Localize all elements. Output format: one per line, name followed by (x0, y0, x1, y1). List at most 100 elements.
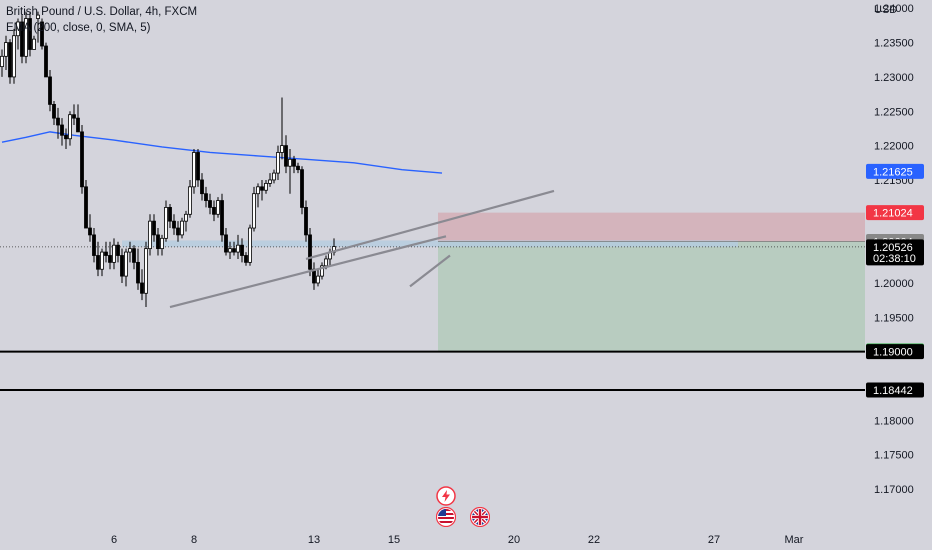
candle[interactable] (192, 149, 196, 194)
candle[interactable] (216, 197, 220, 218)
candle[interactable] (256, 183, 260, 208)
candle[interactable] (56, 107, 60, 139)
candle[interactable] (8, 39, 12, 84)
ema-line[interactable] (1, 131, 443, 174)
price-axis-unit[interactable]: USD (874, 4, 898, 16)
price-badge[interactable] (866, 344, 924, 360)
candle[interactable] (224, 228, 228, 256)
candle[interactable] (12, 28, 16, 84)
candle[interactable] (160, 234, 164, 256)
candle[interactable] (64, 128, 68, 150)
candle[interactable] (212, 200, 216, 222)
candle[interactable] (200, 173, 204, 201)
candle[interactable] (304, 200, 308, 242)
candle[interactable] (228, 241, 232, 259)
candle[interactable] (176, 221, 180, 242)
candle[interactable] (136, 248, 140, 290)
candle[interactable] (316, 269, 320, 287)
candle[interactable] (196, 149, 200, 187)
candle[interactable] (108, 241, 112, 270)
trendline-1[interactable] (305, 189, 555, 261)
candle[interactable] (308, 228, 312, 277)
price-axis[interactable] (866, 0, 932, 550)
candle[interactable] (20, 15, 24, 64)
candle[interactable] (292, 155, 296, 174)
candle[interactable] (184, 210, 188, 232)
candle[interactable] (120, 248, 124, 283)
candle[interactable] (156, 228, 160, 256)
candle[interactable] (76, 104, 80, 133)
candle[interactable] (112, 238, 116, 270)
candle[interactable] (180, 217, 184, 239)
candle[interactable] (236, 234, 240, 259)
candle[interactable] (288, 149, 292, 194)
candle[interactable] (28, 11, 32, 57)
candle[interactable] (240, 238, 244, 263)
candle[interactable] (188, 179, 192, 218)
candle[interactable] (140, 269, 144, 301)
candle[interactable] (280, 97, 284, 160)
stop-loss-zone[interactable] (438, 212, 865, 242)
candle[interactable] (44, 42, 48, 78)
candle[interactable] (60, 118, 64, 146)
candle[interactable] (312, 262, 316, 290)
candle[interactable] (232, 241, 236, 256)
candle[interactable] (80, 125, 84, 194)
candle[interactable] (92, 228, 96, 263)
uk-flag-icon[interactable] (469, 506, 491, 532)
candle[interactable] (276, 145, 280, 180)
candle[interactable] (152, 214, 156, 242)
candle[interactable] (24, 11, 28, 64)
candle[interactable] (104, 241, 108, 263)
candle[interactable] (40, 18, 44, 50)
candle[interactable] (320, 262, 324, 280)
indicator-label[interactable]: EMA (200, close, 0, SMA, 5) (6, 22, 151, 34)
candle[interactable] (48, 70, 52, 112)
candle[interactable] (16, 18, 20, 50)
price-badge[interactable] (866, 382, 924, 398)
candle[interactable] (260, 179, 264, 201)
candle[interactable] (68, 111, 72, 146)
trendline-0[interactable] (169, 235, 447, 309)
candle[interactable] (264, 179, 268, 194)
candle[interactable] (84, 179, 88, 229)
candle[interactable] (144, 241, 148, 308)
candle[interactable] (168, 203, 172, 229)
candle[interactable] (252, 186, 256, 232)
candle[interactable] (100, 248, 104, 277)
candle[interactable] (220, 193, 224, 242)
candle[interactable] (204, 186, 208, 208)
candle[interactable] (96, 241, 100, 277)
trendline-2[interactable] (409, 254, 451, 288)
candle[interactable] (88, 214, 92, 242)
candle[interactable] (36, 11, 40, 43)
candle[interactable] (296, 162, 300, 174)
candle[interactable] (164, 200, 168, 242)
candle[interactable] (52, 100, 56, 126)
last-price-badge[interactable] (866, 239, 924, 266)
candle[interactable] (248, 224, 252, 266)
candle[interactable] (72, 104, 76, 126)
candle[interactable] (116, 241, 120, 263)
candle[interactable] (32, 35, 36, 50)
candle[interactable] (128, 241, 132, 263)
usa-flag-icon[interactable] (435, 506, 457, 532)
candle[interactable] (148, 214, 152, 256)
candle[interactable] (124, 248, 128, 287)
lightning-event-icon[interactable] (436, 486, 456, 511)
take-profit-zone[interactable] (438, 241, 865, 352)
candle[interactable] (244, 252, 248, 266)
candle[interactable] (132, 245, 136, 270)
price-badge[interactable] (866, 205, 924, 221)
candle[interactable] (268, 173, 272, 187)
candle[interactable] (272, 169, 276, 184)
candle[interactable] (0, 49, 4, 77)
candle[interactable] (208, 193, 212, 215)
price-badge[interactable] (866, 163, 924, 179)
symbol-title[interactable]: British Pound / U.S. Dollar, 4h, FXCM (6, 6, 198, 18)
candle[interactable] (284, 135, 288, 174)
candle[interactable] (172, 214, 176, 235)
candle[interactable] (4, 35, 8, 71)
